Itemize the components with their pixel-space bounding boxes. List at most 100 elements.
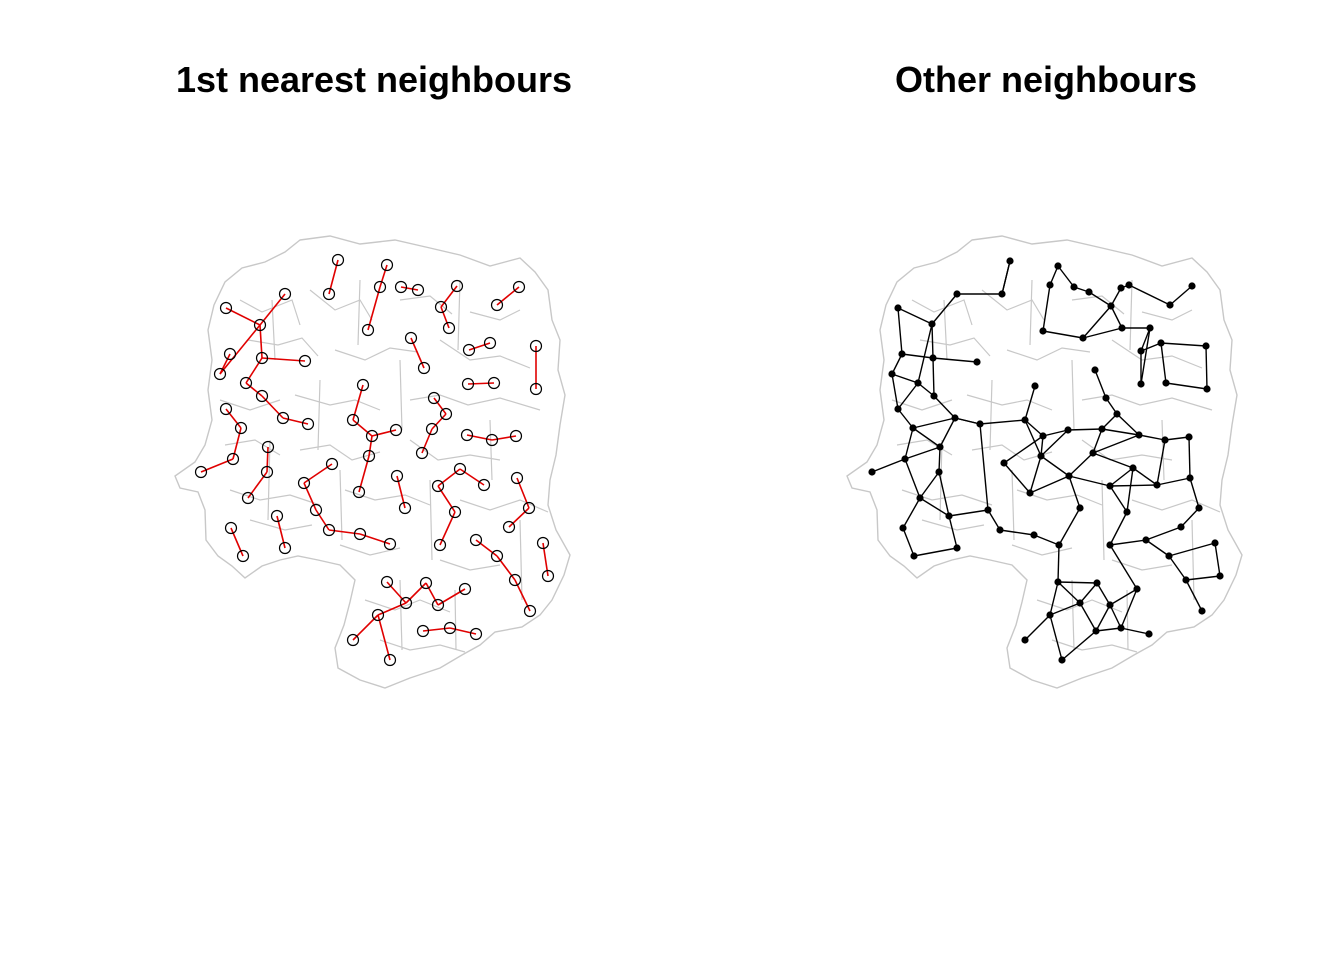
right-node	[894, 304, 902, 312]
right-edge	[1068, 475, 1111, 487]
left-edge	[386, 581, 407, 604]
right-edge	[1120, 627, 1150, 635]
left-node	[361, 323, 375, 337]
right-node	[1211, 539, 1219, 547]
right-edge	[1164, 436, 1190, 441]
left-edge	[496, 555, 516, 581]
left-node	[460, 428, 474, 442]
right-edge	[1042, 330, 1084, 339]
right-edge	[1068, 475, 1081, 509]
right-edge	[1095, 604, 1111, 632]
right-node	[1092, 627, 1100, 635]
left-node	[380, 258, 394, 272]
right-edge	[1180, 507, 1200, 528]
right-edge	[1096, 582, 1111, 606]
left-node	[223, 347, 237, 361]
right-edge	[1128, 284, 1171, 306]
right-node	[1177, 523, 1185, 531]
right-node	[1195, 504, 1203, 512]
right-node	[1106, 482, 1114, 490]
right-node	[998, 290, 1006, 298]
left-node	[301, 417, 315, 431]
right-edge	[987, 509, 1001, 531]
right-node	[1054, 578, 1062, 586]
right-edge	[1109, 511, 1128, 546]
left-node	[226, 452, 240, 466]
map-left	[174, 235, 571, 689]
nodes-left	[194, 253, 555, 667]
right-node	[1162, 379, 1170, 387]
right-node	[1123, 508, 1131, 516]
right-node	[1137, 347, 1145, 355]
right-node	[1157, 339, 1165, 347]
right-edge	[938, 446, 941, 473]
right-edge	[891, 373, 899, 410]
left-node	[219, 402, 233, 416]
panel-title-right: Other neighbours	[894, 59, 1197, 100]
right-edge	[1165, 382, 1208, 390]
right-edge	[979, 419, 1026, 425]
right-edge	[954, 417, 981, 425]
left-node	[509, 429, 523, 443]
left-edge	[377, 614, 391, 661]
left-node	[450, 279, 464, 293]
right-node	[1091, 366, 1099, 374]
right-edge	[1042, 429, 1069, 437]
left-node	[434, 300, 448, 314]
left-node	[239, 376, 253, 390]
left-node	[442, 321, 456, 335]
left-node	[431, 479, 445, 493]
right-node	[1203, 385, 1211, 393]
right-node	[899, 524, 907, 532]
right-edge	[1003, 435, 1044, 464]
right-edge	[1109, 588, 1138, 606]
left-node	[458, 582, 472, 596]
right-node	[1153, 481, 1161, 489]
right-edge	[1079, 602, 1097, 632]
right-edge	[1185, 579, 1203, 612]
right-edge	[1024, 614, 1051, 641]
left-node	[373, 280, 387, 294]
left-node	[255, 389, 269, 403]
left-edge	[219, 353, 231, 375]
right-node	[1058, 656, 1066, 664]
left-node	[309, 503, 323, 517]
map-right	[846, 235, 1243, 689]
left-node	[365, 429, 379, 443]
left-edge	[491, 435, 517, 441]
right-node	[953, 290, 961, 298]
left-node	[483, 336, 497, 350]
right-edge	[902, 527, 915, 557]
left-node	[536, 536, 550, 550]
right-node	[1185, 433, 1193, 441]
left-node	[541, 569, 555, 583]
right-edge	[1116, 413, 1140, 436]
right-node	[1076, 504, 1084, 512]
left-node	[389, 423, 403, 437]
right-edge	[1040, 455, 1070, 477]
left-edge	[459, 468, 485, 486]
right-edge	[1024, 419, 1042, 457]
right-edge	[1049, 614, 1063, 661]
region-boundaries-left	[219, 279, 549, 653]
right-node	[973, 358, 981, 366]
right-node	[868, 468, 876, 476]
left-edge	[437, 468, 461, 487]
left-edge	[508, 507, 530, 528]
right-edge	[999, 529, 1035, 536]
left-node	[380, 575, 394, 589]
right-edge	[1188, 436, 1191, 479]
right-node	[935, 468, 943, 476]
right-node	[1107, 302, 1115, 310]
left-node	[415, 446, 429, 460]
right-node	[1106, 541, 1114, 549]
left-node	[416, 624, 430, 638]
left-node	[213, 367, 227, 381]
right-edge	[1169, 285, 1193, 306]
right-edge	[1088, 291, 1112, 307]
right-node	[1129, 464, 1137, 472]
right-edge	[1145, 539, 1170, 557]
left-edge	[225, 408, 242, 429]
left-node	[490, 298, 504, 312]
right-node	[976, 420, 984, 428]
